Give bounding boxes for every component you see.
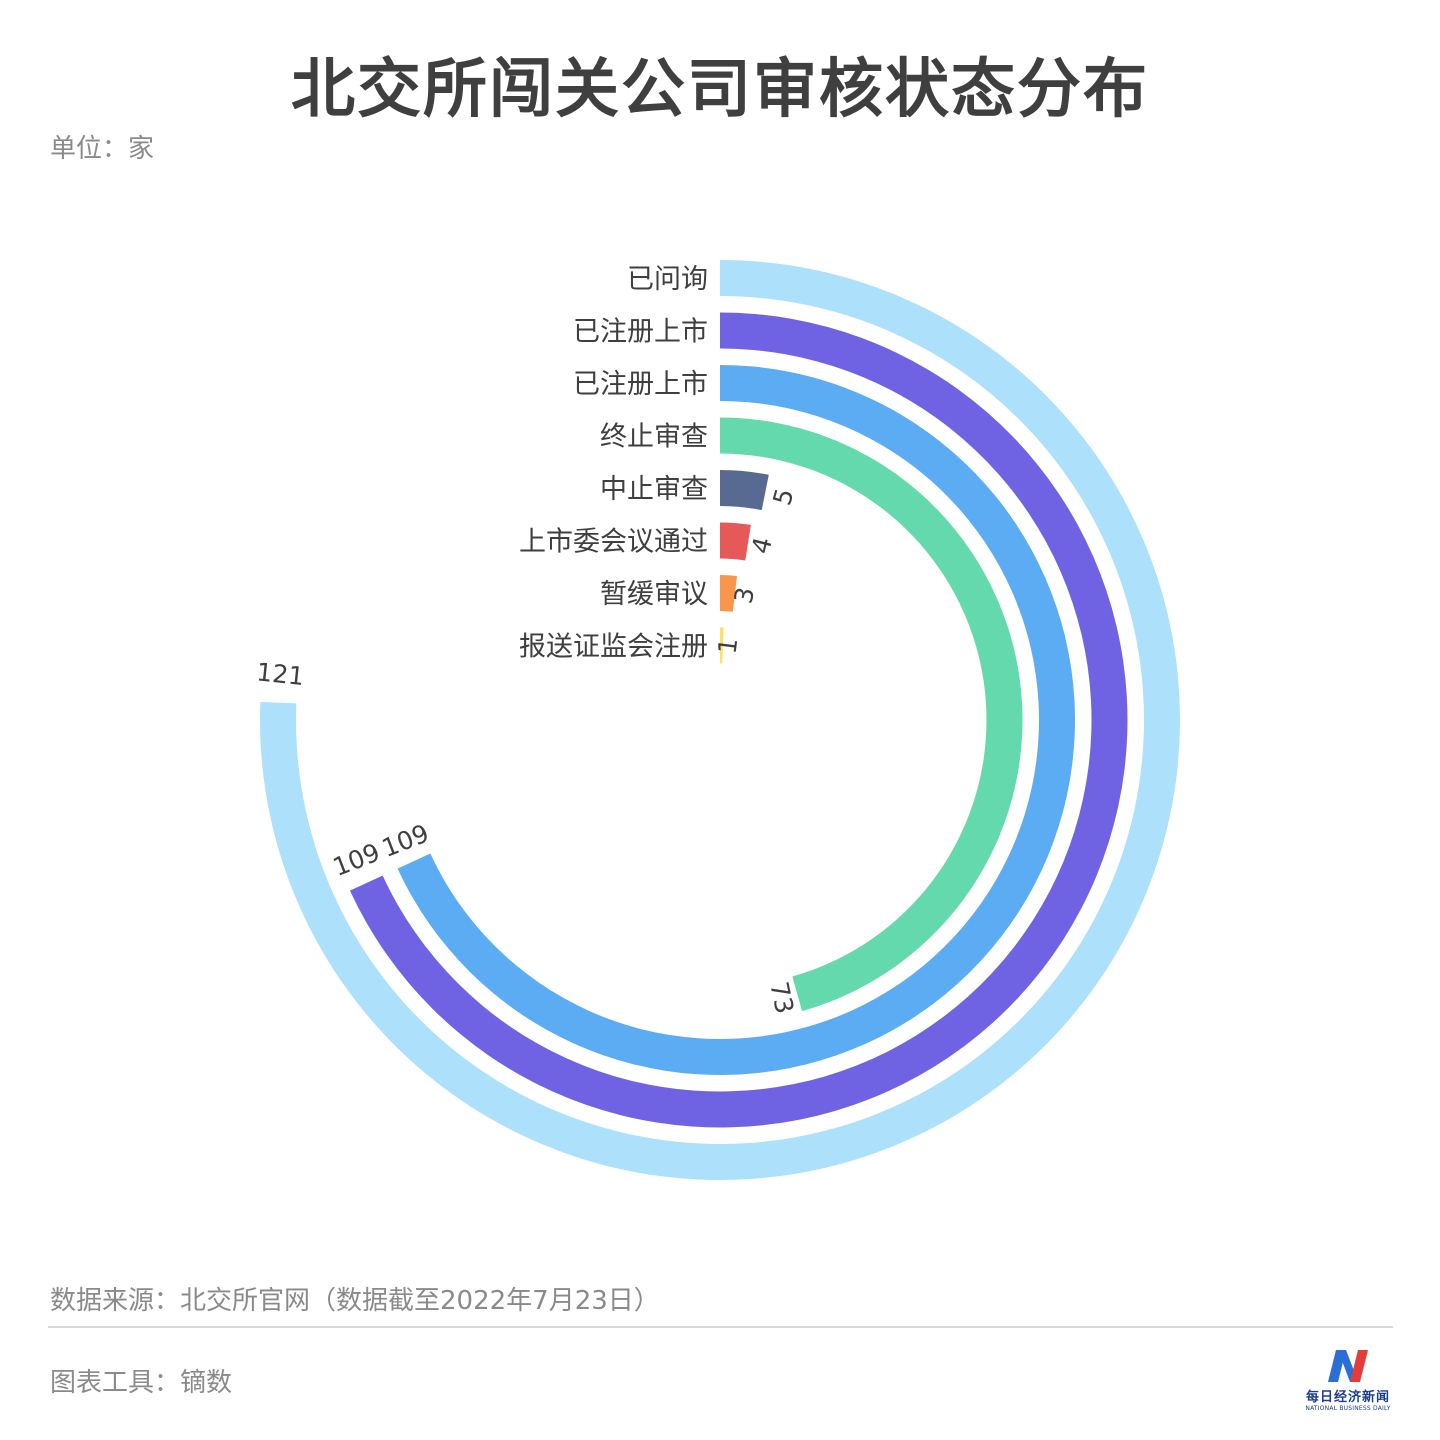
- logo-name-cn: 每日经济新闻: [1305, 1390, 1390, 1405]
- bar-8: [720, 627, 724, 664]
- value-label-8: 1: [713, 636, 744, 655]
- category-label-1: 已问询: [627, 264, 708, 295]
- category-label-8: 报送证监会注册: [519, 632, 708, 663]
- category-label-2: 已注册上市: [573, 317, 708, 348]
- bar-5: [720, 470, 769, 511]
- value-label-4: 73: [764, 979, 799, 1016]
- value-label-2: 109: [329, 838, 384, 882]
- bar-6: [720, 522, 751, 561]
- value-label-5: 5: [767, 485, 799, 508]
- brand-logo: 每日经济新闻 NATIONAL BUSINESS DAILY: [1296, 1346, 1400, 1416]
- category-label-5: 中止审查: [600, 474, 708, 505]
- value-label-6: 4: [746, 534, 778, 556]
- category-label-3: 已注册上市: [573, 369, 708, 400]
- chart-title: 北交所闯关公司审核状态分布: [291, 53, 1149, 127]
- category-label-7: 暂缓审议: [600, 579, 708, 610]
- unit-label: 单位：家: [50, 134, 155, 164]
- value-label-7: 3: [729, 585, 761, 606]
- footer-divider: [48, 1326, 1393, 1328]
- category-label-6: 上市委会议通过: [519, 527, 708, 558]
- bar-7: [720, 575, 738, 612]
- chart-tool: 图表工具：镝数: [50, 1368, 233, 1398]
- data-source: 数据来源：北交所官网（数据截至2022年7月23日）: [50, 1286, 660, 1316]
- bar-4: [720, 417, 1023, 1012]
- logo-name-en: NATIONAL BUSINESS DAILY: [1305, 1405, 1391, 1412]
- logo-mark-icon: [1328, 1350, 1368, 1382]
- category-label-4: 终止审查: [600, 422, 708, 453]
- value-label-1: 121: [255, 657, 305, 691]
